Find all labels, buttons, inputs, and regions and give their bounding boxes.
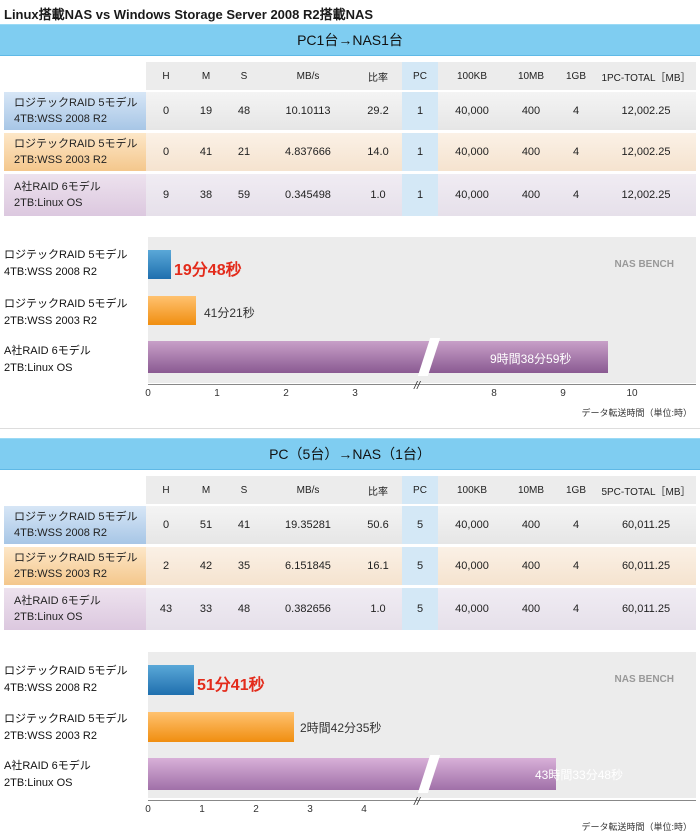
table-row: A社RAID 6モデル 2TB:Linux OS 43 33 48 0.382656 1… (4, 588, 696, 633)
nas-bench-label: NAS BENCH (614, 259, 674, 270)
col-100kb: 100KB (438, 476, 506, 506)
page-title: Linux搭載NAS vs Windows Storage Server 200… (4, 7, 374, 22)
col-mbs: MB/s (262, 62, 354, 92)
chart1-category-3: A社RAID 6モデル 2TB:Linux OS (4, 345, 91, 374)
row-label: ロジテックRAID 5モデル 2TB:WSS 2003 R2 (4, 547, 146, 588)
chart1-value-label-1: 19分48秒 (174, 262, 242, 279)
chart2-x-axis (148, 800, 696, 801)
chart2-tick: 2 (253, 804, 259, 815)
chart1-tick: 1 (214, 388, 220, 399)
col-h: H (146, 476, 186, 506)
col-total: 1PC-TOTAL［MB］ (596, 62, 696, 92)
col-m: M (186, 476, 226, 506)
chart2-value-label-3: 43時間33分48秒 (535, 768, 624, 782)
table-row: ロジテックRAID 5モデル 4TB:WSS 2008 R2 0 19 48 10.1… (4, 92, 696, 133)
chart1-category-1: ロジテックRAID 5モデル 4TB:WSS 2008 R2 (4, 249, 128, 278)
chart2-tick: 0 (145, 804, 151, 815)
col-total: 5PC-TOTAL［MB］ (596, 476, 696, 506)
chart1-tick: 3 (352, 388, 358, 399)
table-header-row: H M S MB/s 比率 PC 100KB 10MB 1GB 1PC-TOTA… (4, 62, 696, 92)
chart2-bar-1 (148, 665, 195, 695)
table-row: ロジテックRAID 5モデル 2TB:WSS 2003 R2 0 41 21 4.83… (4, 133, 696, 174)
table-header-row: H M S MB/s 比率 PC 100KB 10MB 1GB 5PC-TOTA… (4, 476, 696, 506)
chart2-category-2: ロジテックRAID 5モデル 2TB:WSS 2003 R2 (4, 713, 128, 742)
chart1-break-mark: // (414, 380, 421, 392)
col-1gb: 1GB (556, 476, 596, 506)
section1-table: H M S MB/s 比率 PC 100KB 10MB 1GB 1PC-TOTA… (4, 62, 696, 219)
section2-table: H M S MB/s 比率 PC 100KB 10MB 1GB 5PC-TOTA… (4, 476, 696, 633)
col-10mb: 10MB (506, 476, 556, 506)
chart1-tick: 10 (626, 388, 638, 399)
col-mbs: MB/s (262, 476, 354, 506)
chart1-tick: 2 (283, 388, 289, 399)
chart2-category-1: ロジテックRAID 5モデル 4TB:WSS 2008 R2 (4, 665, 128, 694)
col-s: S (226, 476, 262, 506)
chart1-x-axis (148, 384, 696, 385)
chart2-tick: 3 (307, 804, 313, 815)
table-row: A社RAID 6モデル 2TB:Linux OS 9 38 59 0.345498 1.… (4, 174, 696, 219)
row-label: A社RAID 6モデル 2TB:Linux OS (4, 588, 146, 633)
col-ratio: 比率 (354, 62, 402, 92)
section-divider (0, 428, 700, 429)
chart2-value-label-1: 51分41秒 (197, 677, 265, 694)
section1-header: PC1台→NAS1台 (0, 24, 700, 56)
table-row: ロジテックRAID 5モデル 2TB:WSS 2003 R2 2 42 35 6.15… (4, 547, 696, 588)
chart2-break-mark: // (414, 796, 421, 808)
chart1-x-axis-label: データ転送時間（単位:時） (581, 408, 692, 418)
col-s: S (226, 62, 262, 92)
col-pc: PC (402, 476, 438, 506)
chart1-value-label-2: 41分21秒 (204, 306, 255, 320)
chart1-bar-3 (148, 341, 608, 373)
chart2-tick: 4 (361, 804, 367, 815)
col-10mb: 10MB (506, 62, 556, 92)
col-h: H (146, 62, 186, 92)
col-pc: PC (402, 62, 438, 92)
chart1-category-2: ロジテックRAID 5モデル 2TB:WSS 2003 R2 (4, 298, 128, 327)
chart2-tick: 1 (199, 804, 205, 815)
chart2-bar-3 (148, 758, 556, 790)
chart2-bar-2 (148, 712, 295, 742)
row-label: ロジテックRAID 5モデル 2TB:WSS 2003 R2 (4, 133, 146, 174)
chart1-tick: 8 (491, 388, 497, 399)
section2-header: PC（5台）→NAS（1台） (0, 438, 700, 470)
chart2-category-3: A社RAID 6モデル 2TB:Linux OS (4, 760, 91, 789)
chart2-value-label-2: 2時間42分35秒 (300, 721, 382, 735)
chart1-tick: 0 (145, 388, 151, 399)
nas-bench-label: NAS BENCH (614, 674, 674, 685)
row-label: A社RAID 6モデル 2TB:Linux OS (4, 174, 146, 219)
chart1-bar-2 (148, 296, 196, 325)
row-label: ロジテックRAID 5モデル 4TB:WSS 2008 R2 (4, 92, 146, 133)
chart1-bar-1 (148, 250, 171, 279)
col-1gb: 1GB (556, 62, 596, 92)
row-label: ロジテックRAID 5モデル 4TB:WSS 2008 R2 (4, 506, 146, 547)
chart1-value-label-3: 9時間38分59秒 (490, 352, 572, 366)
chart2-x-axis-label: データ転送時間（単位:時） (581, 822, 692, 832)
chart1-tick: 9 (560, 388, 566, 399)
col-100kb: 100KB (438, 62, 506, 92)
col-m: M (186, 62, 226, 92)
col-ratio: 比率 (354, 476, 402, 506)
table-row: ロジテックRAID 5モデル 4TB:WSS 2008 R2 0 51 41 19.3… (4, 506, 696, 547)
